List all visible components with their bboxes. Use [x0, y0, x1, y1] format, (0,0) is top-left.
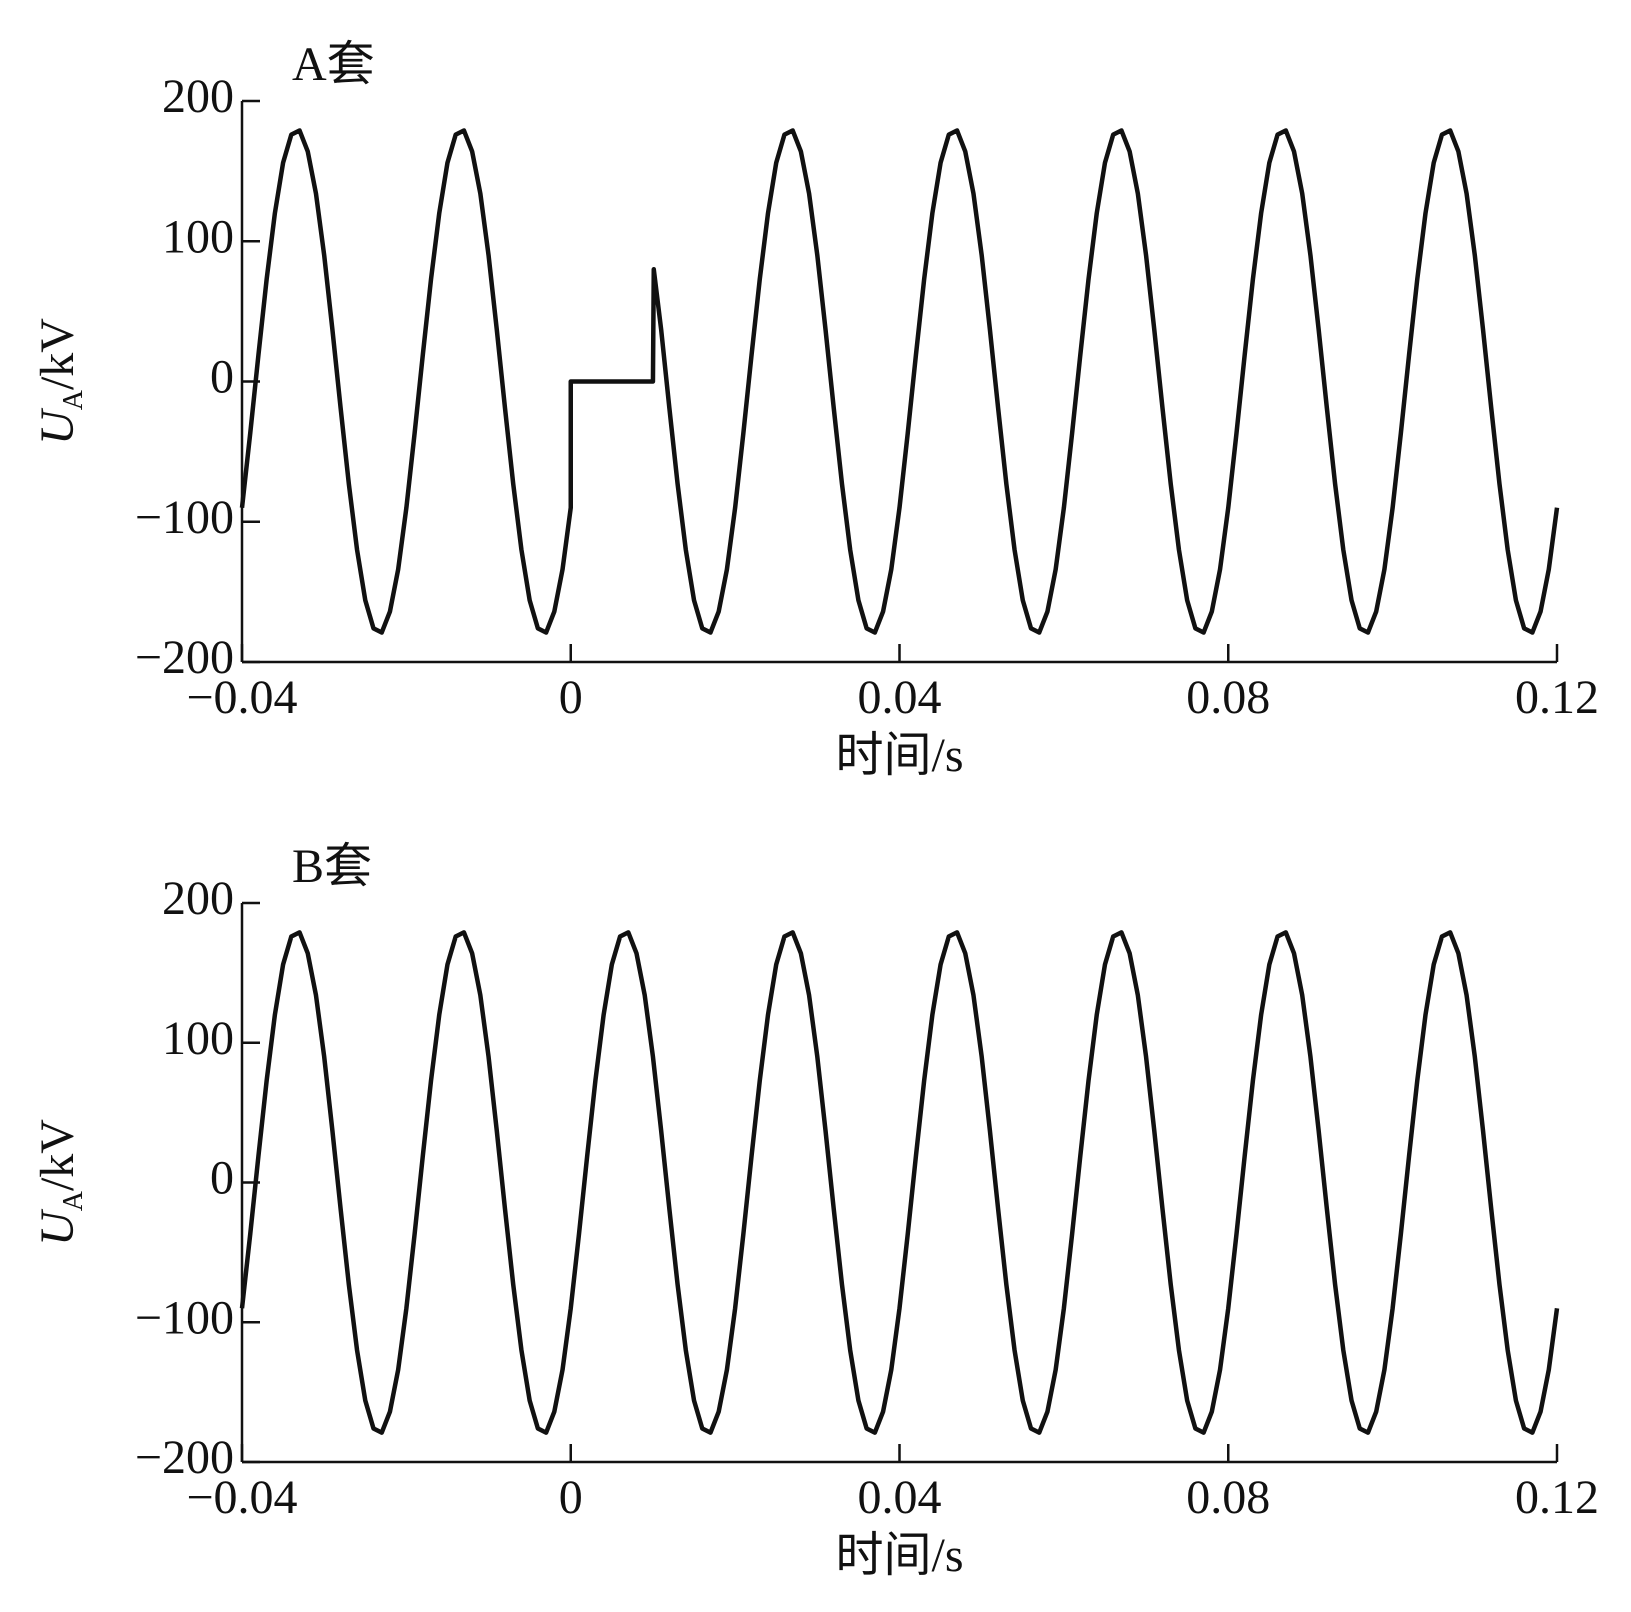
- y-tick-label: 100: [162, 1012, 234, 1065]
- x-axis-label: 时间/s: [835, 729, 963, 782]
- x-tick-label: 0.08: [1186, 1471, 1270, 1524]
- y-label-sub: A: [58, 1190, 89, 1211]
- line-series: [239, 128, 1560, 635]
- y-tick-label: −200: [135, 1431, 234, 1484]
- line-series: [239, 930, 1560, 1435]
- y-label-sub: A: [58, 389, 89, 410]
- y-tick-label: 200: [162, 872, 234, 925]
- x-tick-label: −0.04: [186, 1471, 297, 1524]
- x-tick-label: 0: [559, 671, 583, 724]
- y-tick-label: 0: [210, 351, 234, 404]
- x-tick-label: 0.04: [858, 1471, 942, 1524]
- y-label-unit: /kV: [31, 1119, 84, 1191]
- x-tick-label: 0.12: [1515, 1471, 1599, 1524]
- x-tick-label: 0.12: [1515, 671, 1599, 724]
- chart-title: A套: [292, 38, 375, 91]
- x-tick-label: 0.08: [1186, 671, 1270, 724]
- y-tick-label: −200: [135, 631, 234, 684]
- y-tick-label: −100: [135, 1291, 234, 1344]
- y-label-unit: /kV: [31, 318, 84, 390]
- panel: −200 −100 0 100 200 −0.04 0 0.04 0.08 0.12 时间/s A套 U…: [31, 38, 1599, 782]
- panel: −200 −100 0 100 200 −0.04 0 0.04 0.08 0.12 时间/s B套 U…: [31, 840, 1599, 1582]
- chart-title: B套: [292, 840, 372, 893]
- y-tick-label: 0: [210, 1152, 234, 1205]
- x-tick-label: −0.04: [186, 671, 297, 724]
- y-tick-label: −100: [135, 491, 234, 544]
- y-label-main: U: [31, 407, 84, 445]
- y-tick-label: 100: [162, 210, 234, 263]
- x-axis-label: 时间/s: [835, 1529, 963, 1582]
- x-tick-label: 0.04: [858, 671, 942, 724]
- y-axis-label: UA/kV: [31, 1119, 89, 1246]
- x-tick-label: 0: [559, 1471, 583, 1524]
- y-axis-label: UA/kV: [31, 318, 89, 445]
- y-label-main: U: [31, 1208, 84, 1246]
- y-tick-label: 200: [162, 70, 234, 123]
